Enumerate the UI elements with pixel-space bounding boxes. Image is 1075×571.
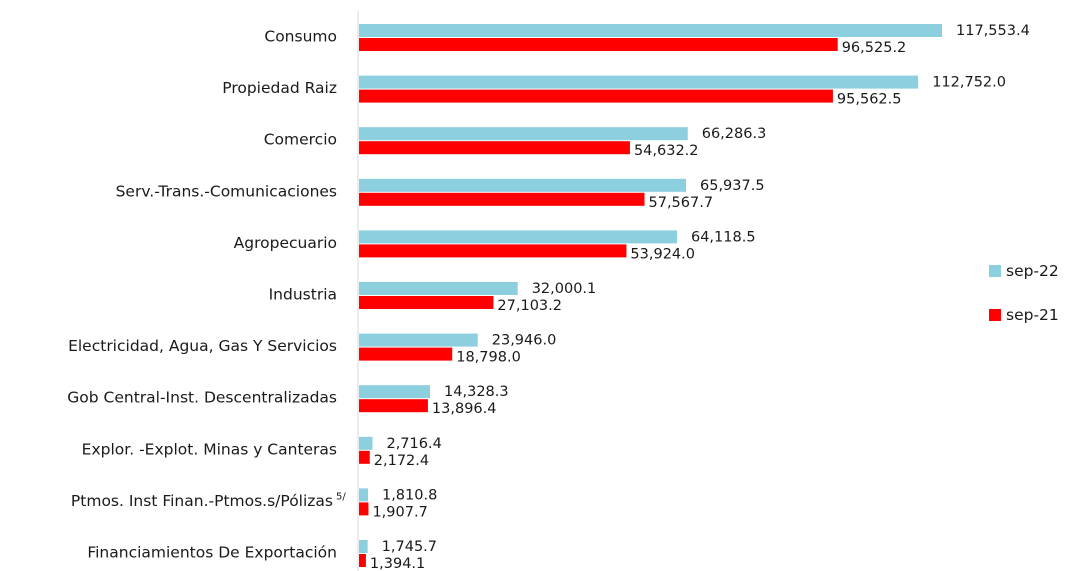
category-label: Financiamientos De Exportación (87, 544, 337, 562)
value-label-sep-22: 14,328.3 (444, 384, 509, 400)
bar-sep-21 (359, 90, 833, 103)
legend-swatch-sep-22 (989, 265, 1001, 277)
category-label: Ptmos. Inst Finan.-Ptmos.s/Pólizas (71, 492, 333, 510)
legend-swatch-sep-21 (989, 309, 1001, 321)
bar-sep-22 (359, 24, 942, 37)
value-label-sep-21: 96,525.2 (842, 40, 907, 56)
legend-label-sep-21: sep-21 (1006, 306, 1059, 324)
legend-label-sep-22: sep-22 (1006, 262, 1059, 280)
value-label-sep-21: 57,567.7 (649, 195, 714, 211)
value-label-sep-22: 112,752.0 (932, 75, 1006, 91)
bar-sep-21 (359, 244, 626, 257)
legend: sep-22 sep-21 (989, 262, 1059, 324)
bar-sep-22 (359, 540, 368, 553)
bar-sep-21 (359, 348, 452, 361)
category-label: Industria (269, 286, 337, 304)
value-label-sep-22: 1,810.8 (382, 487, 437, 503)
bar-sep-22 (359, 334, 478, 347)
value-label-sep-21: 95,562.5 (837, 92, 902, 108)
value-label-sep-22: 23,946.0 (492, 333, 557, 349)
value-label-sep-21: 54,632.2 (634, 143, 699, 159)
value-label-sep-21: 53,924.0 (630, 246, 695, 262)
category-label: Explor. -Explot. Minas y Canteras (82, 440, 337, 458)
value-label-sep-21: 27,103.2 (497, 298, 562, 314)
bar-sep-22 (359, 76, 918, 89)
value-label-sep-21: 2,172.4 (374, 453, 429, 469)
value-label-sep-22: 117,553.4 (956, 23, 1030, 39)
bar-sep-22 (359, 488, 368, 501)
bar-sep-21 (359, 554, 366, 567)
category-label: Comercio (264, 131, 337, 149)
value-label-sep-22: 64,118.5 (691, 229, 756, 245)
value-label-sep-22: 65,937.5 (700, 178, 765, 194)
value-label-sep-21: 1,394.1 (370, 556, 425, 571)
category-label: Propiedad Raiz (222, 79, 337, 97)
value-label-sep-21: 1,907.7 (372, 504, 427, 520)
bar-sep-21 (359, 451, 370, 464)
bar-sep-21 (359, 193, 645, 206)
value-label-sep-22: 32,000.1 (532, 281, 597, 297)
bar-sep-22 (359, 282, 518, 295)
value-label-sep-21: 18,798.0 (456, 350, 521, 366)
category-label: Consumo (264, 28, 337, 46)
bar-sep-21 (359, 296, 493, 309)
bar-sep-22 (359, 437, 372, 450)
category-labels: Consumo Propiedad Raiz Comercio Serv.-Trans… (67, 28, 346, 562)
category-superscript: 5/ (336, 491, 346, 502)
value-label-sep-22: 66,286.3 (702, 126, 767, 142)
bar-sep-21 (359, 399, 428, 412)
category-label: Gob Central-Inst. Descentralizadas (67, 389, 337, 407)
bar-sep-22 (359, 127, 688, 140)
bar-sep-22 (359, 179, 686, 192)
value-label-sep-22: 2,716.4 (386, 436, 441, 452)
category-label: Serv.-Trans.-Comunicaciones (116, 182, 337, 200)
category-label: Agropecuario (234, 234, 337, 252)
value-label-sep-21: 13,896.4 (432, 401, 497, 417)
category-label: Electricidad, Agua, Gas Y Servicios (68, 337, 337, 355)
bar-sep-21 (359, 38, 838, 51)
bar-sep-22 (359, 230, 677, 243)
bar-sep-22 (359, 385, 430, 398)
bar-sep-21 (359, 502, 368, 515)
value-label-sep-22: 1,745.7 (382, 539, 437, 555)
bar-sep-21 (359, 141, 630, 154)
